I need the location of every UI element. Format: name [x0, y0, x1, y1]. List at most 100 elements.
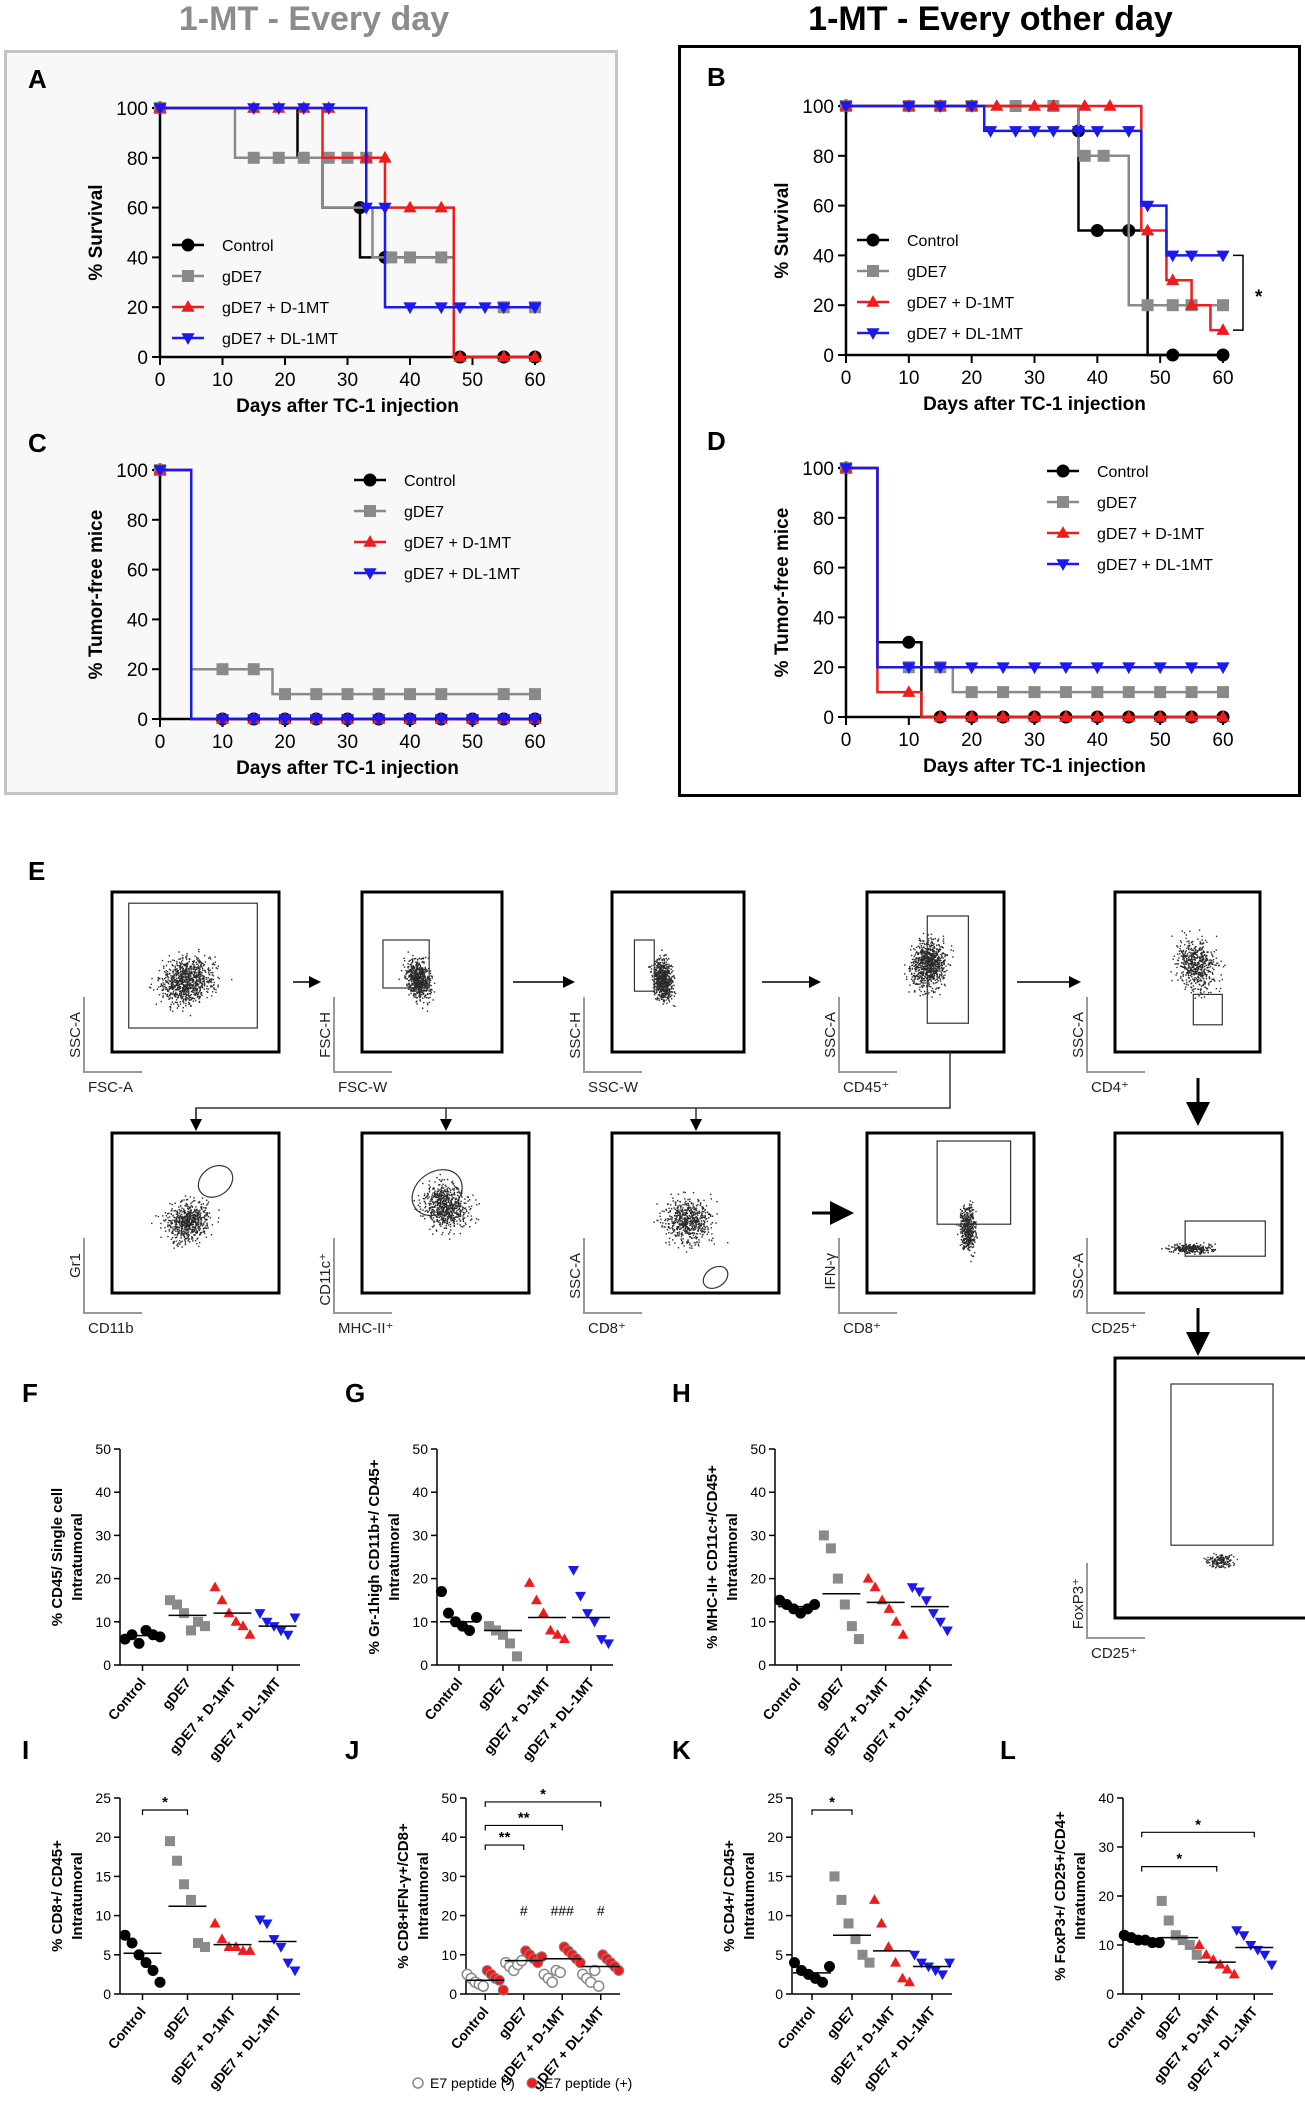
event-dot — [207, 982, 210, 984]
flow-y-label: SSC-A — [67, 1012, 84, 1058]
event-dot — [198, 1241, 201, 1244]
event-dot — [921, 973, 923, 975]
event-dot — [1200, 949, 1202, 951]
event-dot — [668, 978, 670, 981]
axis-hint — [83, 997, 142, 1073]
event-dot — [923, 979, 926, 982]
event-dot — [193, 993, 195, 996]
event-dot — [417, 964, 419, 966]
event-dot — [937, 958, 940, 960]
event-dot — [427, 976, 430, 979]
event-dot — [671, 966, 674, 968]
event-dot — [200, 975, 202, 978]
event-dot — [904, 964, 906, 966]
event-dot — [196, 1230, 199, 1233]
event-dot — [426, 970, 429, 972]
event-dot — [424, 956, 427, 959]
event-dot — [452, 1207, 455, 1210]
event-dot — [1183, 963, 1185, 965]
event-dot — [201, 983, 204, 985]
event-dot — [183, 985, 185, 988]
event-dot — [1189, 948, 1192, 951]
event-dot — [668, 972, 670, 974]
event-dot — [941, 967, 944, 969]
event-dot — [202, 962, 204, 965]
event-dot — [664, 990, 666, 993]
event-dot — [919, 975, 921, 977]
event-dot — [177, 1245, 179, 1248]
event-dot — [922, 994, 924, 996]
event-dot — [1189, 979, 1192, 982]
event-dot — [203, 1206, 205, 1209]
event-dot — [1208, 961, 1210, 964]
event-dot — [195, 1222, 197, 1224]
event-dot — [199, 1225, 201, 1228]
data-point — [965, 686, 978, 699]
event-dot — [936, 974, 938, 977]
event-dot — [148, 986, 151, 988]
event-dot — [1194, 997, 1197, 999]
event-dot — [931, 960, 933, 962]
event-dot — [1199, 978, 1202, 981]
data-point — [272, 151, 285, 164]
event-dot — [439, 1214, 442, 1216]
event-dot — [929, 952, 931, 954]
data-point — [478, 302, 492, 315]
event-dot — [654, 982, 657, 985]
event-dot — [181, 997, 184, 999]
event-dot — [1201, 951, 1203, 954]
event-dot — [412, 994, 415, 997]
data-point — [385, 251, 398, 264]
event-dot — [424, 971, 426, 973]
event-dot — [178, 977, 180, 979]
event-dot — [655, 986, 658, 988]
event-dot — [412, 990, 414, 992]
event-dot — [205, 978, 208, 981]
event-dot — [1208, 966, 1210, 969]
event-dot — [420, 983, 423, 986]
event-dot — [1199, 972, 1201, 975]
event-dot — [193, 993, 196, 995]
event-dot — [932, 982, 935, 985]
x-tick-label: 0 — [155, 732, 166, 753]
event-dot — [654, 974, 656, 976]
event-dot — [416, 959, 419, 961]
event-dot — [412, 988, 414, 991]
event-dot — [181, 1240, 183, 1243]
event-dot — [445, 1185, 447, 1188]
event-dot — [929, 962, 932, 965]
event-dot — [414, 975, 417, 977]
event-dot — [923, 942, 925, 945]
event-dot — [182, 1000, 185, 1002]
event-dot — [177, 995, 180, 998]
event-dot — [186, 1203, 189, 1206]
event-dot — [662, 958, 665, 960]
event-dot — [938, 963, 941, 966]
event-dot — [208, 1212, 211, 1214]
event-dot — [922, 932, 925, 935]
event-dot — [656, 958, 659, 961]
event-dot — [655, 967, 657, 969]
event-dot — [430, 1213, 433, 1215]
event-dot — [187, 1221, 189, 1224]
event-dot — [182, 1234, 184, 1236]
event-dot — [663, 970, 666, 972]
event-dot — [661, 998, 663, 1000]
event-dot — [162, 986, 164, 988]
event-dot — [179, 1243, 181, 1245]
event-dot — [1182, 980, 1184, 982]
event-dot — [928, 974, 930, 977]
event-dot — [418, 957, 421, 960]
event-dot — [920, 990, 922, 993]
event-dot — [410, 969, 412, 972]
event-dot — [1182, 958, 1184, 960]
event-dot — [668, 999, 670, 1002]
event-dot — [941, 973, 943, 975]
event-dot — [181, 959, 184, 961]
legend-label: gDE7 — [907, 264, 947, 281]
event-dot — [942, 935, 945, 937]
event-dot — [206, 1218, 208, 1221]
event-dot — [448, 1193, 450, 1195]
data-point — [435, 251, 448, 264]
